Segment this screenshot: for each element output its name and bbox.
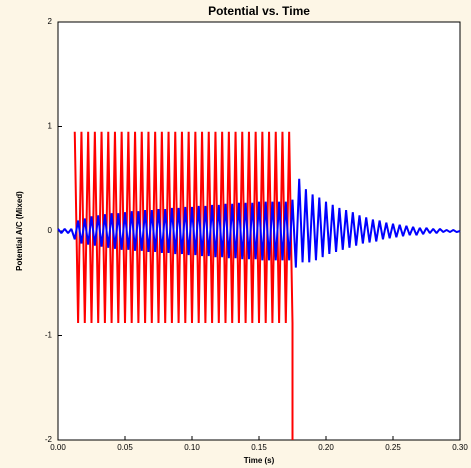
y-tick-label: 0 [48, 226, 53, 235]
x-tick-label: 0.05 [117, 443, 133, 452]
x-tick-label: 0.10 [184, 443, 200, 452]
y-axis-label: Potential A/C (Mixed) [15, 191, 24, 271]
plot-area [57, 21, 461, 441]
signal-line [57, 178, 461, 268]
y-tick-label: 2 [48, 17, 53, 26]
x-axis-label: Time (s) [244, 456, 275, 465]
y-tick-label: 1 [48, 122, 53, 131]
x-tick-label: 0.20 [318, 443, 334, 452]
chart-title: Potential vs. Time [208, 4, 310, 18]
signal-line [73, 131, 294, 440]
y-tick-label: -2 [45, 435, 53, 444]
x-tick-label: 0.25 [385, 443, 401, 452]
x-tick-label: 0.15 [251, 443, 267, 452]
x-tick-label: 0.00 [50, 443, 66, 452]
y-tick-label: -1 [45, 331, 53, 340]
x-tick-label: 0.30 [452, 443, 468, 452]
